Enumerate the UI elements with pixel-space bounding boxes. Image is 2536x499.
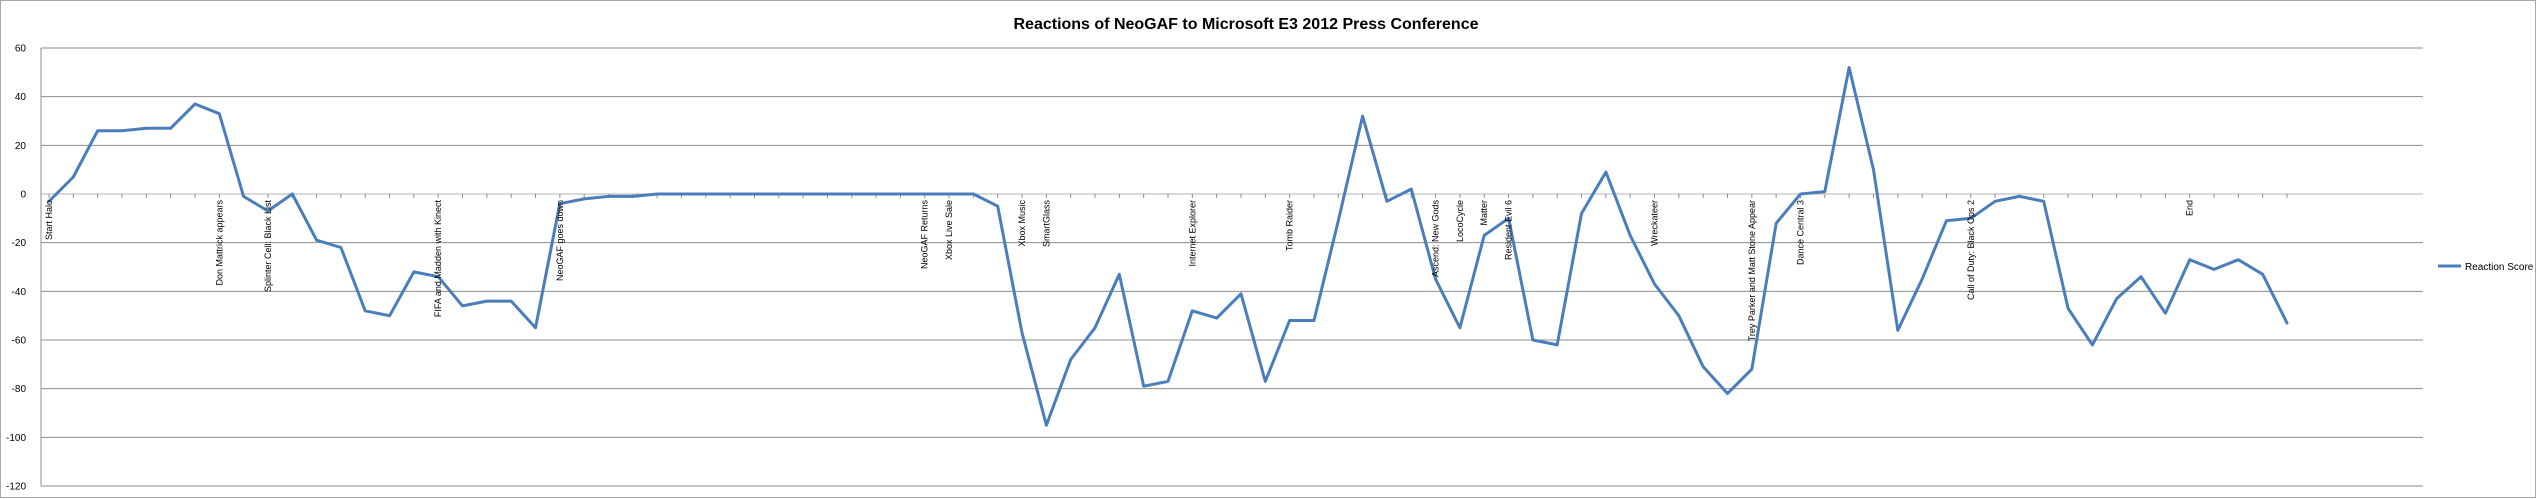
y-tick-label: -60 xyxy=(12,336,27,347)
annotation-label: Don Mattrick appears xyxy=(214,200,224,286)
annotation-label: FIFA and Madden with Kinect xyxy=(433,200,443,318)
annotation-label: Matter xyxy=(1479,200,1489,226)
annotation-label: LocoCycle xyxy=(1455,200,1465,242)
annotation-label: Resident Evil 6 xyxy=(1504,200,1514,260)
series-line-reaction-score xyxy=(49,68,2287,426)
annotation-label: NeoGAF Returns xyxy=(920,200,930,270)
y-tick-label: -40 xyxy=(12,287,27,298)
annotation-label: NeoGAF goes down xyxy=(555,200,565,281)
annotation-label: End xyxy=(2185,200,2195,216)
y-tick-label: -100 xyxy=(6,433,26,444)
annotation-label: SmartGlass xyxy=(1041,200,1051,248)
chart-title: Reactions of NeoGAF to Microsoft E3 2012… xyxy=(1013,16,1478,33)
y-tick-label: 60 xyxy=(15,44,27,55)
annotation-label: Splinter Cell: Black List xyxy=(263,200,273,293)
gridlines xyxy=(41,48,2423,486)
annotation-label: Start Halo xyxy=(44,200,54,240)
y-tick-label: -80 xyxy=(12,384,27,395)
annotation-label: Tomb Raider xyxy=(1285,200,1295,251)
legend: Reaction Score xyxy=(2438,262,2534,273)
annotation-label: Ascend: New Gods xyxy=(1431,200,1441,278)
y-tick-label: 0 xyxy=(20,190,26,201)
annotations: Start Halo Don Mattrick appears Splinter C… xyxy=(44,200,2195,342)
annotation-label: Xbox Music xyxy=(1017,200,1027,247)
y-tick-label: 20 xyxy=(15,141,27,152)
y-tick-label: -20 xyxy=(12,238,27,249)
series-layer xyxy=(49,67,2287,425)
y-tick-label: -120 xyxy=(6,482,26,493)
annotation-label: Xbox Live Sale xyxy=(944,200,954,260)
annotation-label: Internet Explorer xyxy=(1187,200,1197,267)
legend-label: Reaction Score xyxy=(2465,262,2534,273)
y-tick-label: 40 xyxy=(15,92,27,103)
annotation-label: Wreckateer xyxy=(1650,200,1660,246)
annotation-label: Trey Parker and Matt Stone Appear xyxy=(1747,200,1757,341)
annotation-label: Dance Central 3 xyxy=(1795,200,1805,265)
annotation-label: Call of Duty: Black Ops 2 xyxy=(1966,200,1976,300)
